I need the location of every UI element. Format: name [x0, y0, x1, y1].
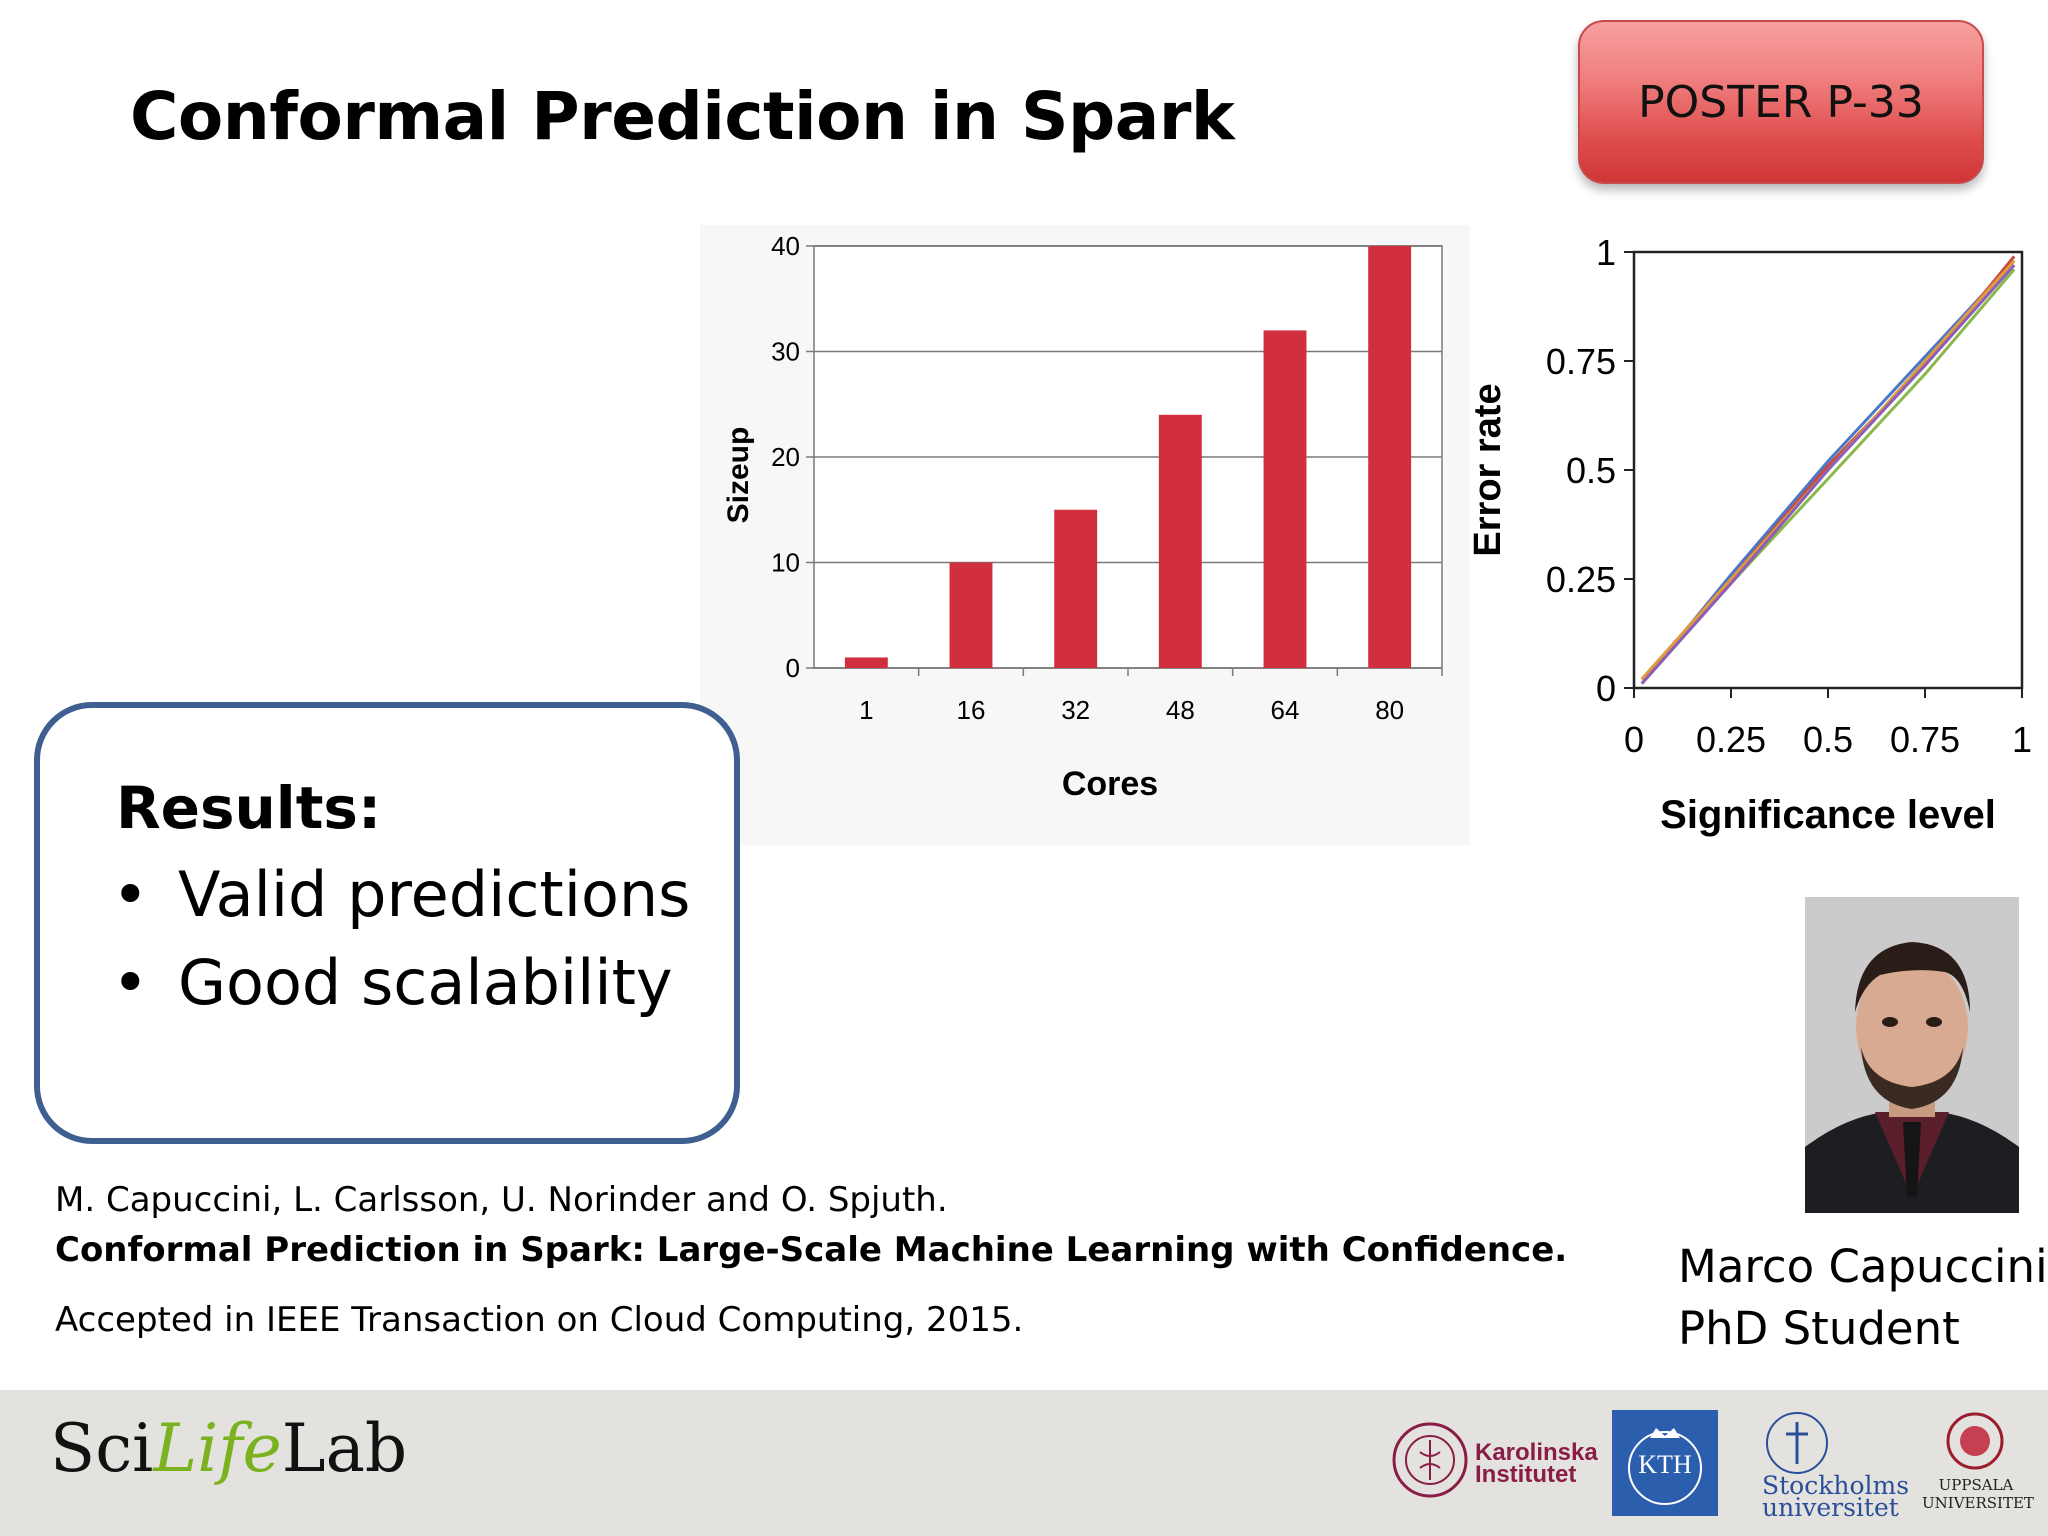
stockholm-seal-icon	[1766, 1412, 1828, 1474]
person-name: Marco Capuccini	[1678, 1240, 2048, 1293]
line-chart-series	[1640, 264, 2016, 685]
error-rate-line-chart: 0 0.25 0.5 0.75 1 0 0.25 0.5 0.75 1 Significance…	[1470, 225, 2040, 850]
sizeup-bar-chart: 0 10 20 30 40 1 16 32 48 64 80 Cores Sizeup	[700, 225, 1490, 845]
bar-chart-bar	[844, 657, 888, 668]
scilifelab-logo: SciLifeLab	[50, 1410, 408, 1487]
reference-authors: M. Capuccini, L. Carlsson, U. Norinder a…	[55, 1180, 948, 1220]
bar-chart-bar	[1368, 246, 1412, 668]
karolinska-logo: Karolinska Institutet	[1475, 1439, 1598, 1488]
karolinska-seal-icon	[1392, 1422, 1468, 1498]
bar-chart-x-tick-label: 1	[859, 695, 873, 725]
line-chart-x-tick-label: 1	[2012, 719, 2032, 760]
line-chart-y-label: Error rate	[1470, 383, 1509, 556]
bar-chart-y-tick-label: 0	[786, 653, 800, 683]
result-bullet-text: Good scalability	[178, 946, 673, 1019]
person-role: PhD Student	[1678, 1302, 1960, 1355]
bar-chart-y-tick-label: 10	[771, 548, 800, 578]
person-photo	[1805, 897, 2019, 1213]
page-title: Conformal Prediction in Spark	[130, 78, 1235, 155]
kth-crown-icon	[1628, 1428, 1702, 1505]
stockholm-university-logo: Stockholms universitet	[1762, 1471, 1910, 1522]
footer-bar: SciLifeLab Karolinska Institutet KTH Stoc…	[0, 1390, 2048, 1536]
line-chart-y-tick-label: 0.25	[1546, 559, 1616, 600]
bar-chart-x-tick-label: 16	[957, 695, 986, 725]
bar-chart-y-tick-label: 30	[771, 337, 800, 367]
results-box: Results: • Valid predictions • Good scalab…	[34, 702, 740, 1144]
bar-chart-bar	[949, 562, 993, 668]
line-chart-x-tick-label: 0.25	[1696, 719, 1766, 760]
bar-chart-x-label: Cores	[1062, 765, 1158, 803]
uppsala-seal-icon	[1946, 1412, 2004, 1470]
reference-venue: Accepted in IEEE Transaction on Cloud Co…	[55, 1300, 1024, 1340]
bullet-symbol: •	[112, 858, 149, 931]
reference-paper-title: Conformal Prediction in Spark: Large-Sca…	[55, 1230, 1568, 1270]
bar-chart-x-tick-label: 80	[1375, 695, 1404, 725]
line-chart-y-tick-label: 1	[1596, 232, 1616, 273]
results-heading: Results:	[116, 774, 382, 842]
line-chart-y-tick-label: 0.5	[1566, 450, 1616, 491]
result-bullet-text: Valid predictions	[178, 858, 691, 931]
bar-chart-bar	[1054, 509, 1098, 668]
bar-chart-x-tick-label: 64	[1271, 695, 1300, 725]
line-chart-x-label: Significance level	[1660, 793, 1996, 837]
result-bullet-item: • Valid predictions	[112, 858, 690, 931]
kth-logo: KTH	[1612, 1410, 1718, 1516]
line-chart-x-tick-label: 0.75	[1890, 719, 1960, 760]
bar-chart-bar	[1263, 330, 1307, 668]
poster-badge-label: POSTER P-33	[1638, 76, 1924, 128]
line-chart-y-tick-label: 0.75	[1546, 341, 1616, 382]
bar-chart-bar	[1158, 414, 1202, 668]
bar-chart-x-tick-label: 32	[1061, 695, 1090, 725]
line-chart-y-tick-label: 0	[1596, 668, 1616, 709]
bar-chart-y-label: Sizeup	[722, 427, 755, 524]
uppsala-university-logo: UPPSALA UNIVERSITET	[1922, 1476, 2034, 1512]
bullet-symbol: •	[112, 946, 149, 1019]
line-chart-x-tick-label: 0	[1624, 719, 1644, 760]
line-chart-x-tick-label: 0.5	[1803, 719, 1853, 760]
bar-chart-y-tick-label: 40	[771, 231, 800, 261]
bar-chart-x-tick-label: 48	[1166, 695, 1195, 725]
bar-chart-y-tick-label: 20	[771, 442, 800, 472]
result-bullet-item: • Good scalability	[112, 946, 673, 1019]
poster-badge: POSTER P-33	[1578, 20, 1984, 184]
